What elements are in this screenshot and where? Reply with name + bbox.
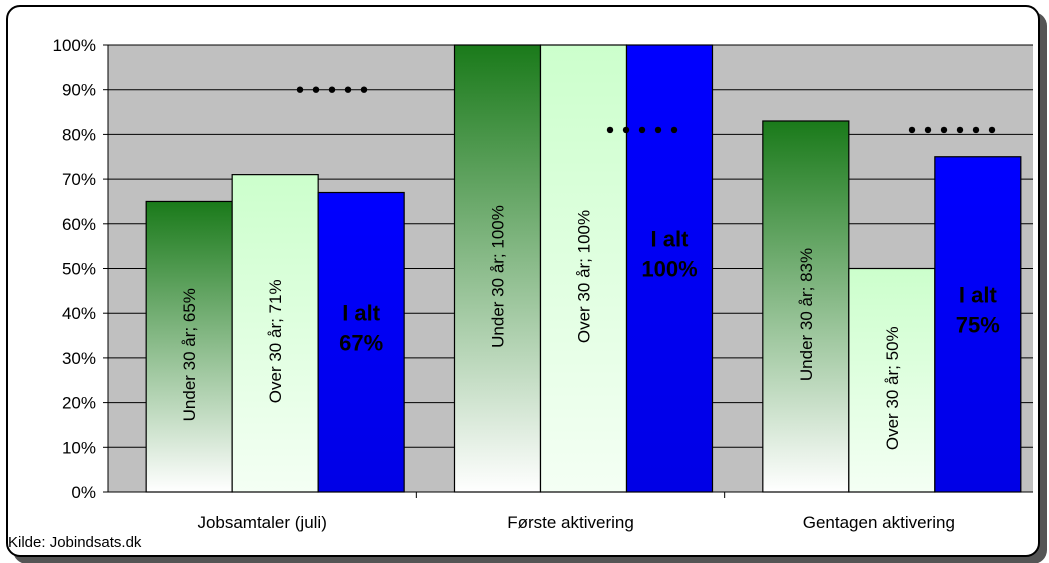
target-marker-dot <box>360 86 368 93</box>
y-tick-label: 60% <box>62 215 96 234</box>
y-tick-label: 30% <box>62 349 96 368</box>
bar <box>453 44 542 493</box>
target-markers <box>296 86 996 134</box>
bar <box>625 44 714 493</box>
axes: 0% 10% 20% 30% 40% 50% 60% 70% 80% 90% 100% Jobsamt… <box>53 36 1033 532</box>
target-marker-dot <box>908 126 916 134</box>
target-marker-dot <box>312 86 320 93</box>
y-tick-label: 40% <box>62 304 96 323</box>
source-note: Kilde: Jobindsats.dk <box>8 534 142 551</box>
y-tick-label: 70% <box>62 170 96 189</box>
target-marker-dot <box>606 126 614 134</box>
y-tick-label: 90% <box>62 81 96 100</box>
bar <box>848 267 936 493</box>
bars <box>145 44 1022 493</box>
target-marker-dot <box>344 86 352 93</box>
data-label: Under 30 år; 100% <box>489 205 508 348</box>
x-category-label: Første aktivering <box>507 513 634 532</box>
data-label: Under 30 år; 83% <box>797 248 816 381</box>
x-category-label: Gentagen aktivering <box>803 513 955 532</box>
data-label: I alt <box>959 282 998 307</box>
data-label: 67% <box>339 330 383 355</box>
data-label: 100% <box>641 257 697 282</box>
data-label: I alt <box>651 227 690 252</box>
target-marker-dot <box>670 126 678 134</box>
target-marker-dot <box>328 86 336 93</box>
data-label: Over 30 år; 71% <box>266 279 285 403</box>
data-labels: Under 30 år; 65% Over 30 år; 71% I alt 67% U… <box>180 205 1000 450</box>
target-marker-dot <box>638 126 646 134</box>
data-label: 75% <box>956 312 1000 337</box>
target-marker-dot <box>924 126 932 134</box>
y-tick-label: 0% <box>71 483 96 502</box>
bar <box>934 156 1022 493</box>
data-label: Under 30 år; 65% <box>180 288 199 421</box>
data-label: Over 30 år; 50% <box>883 326 902 450</box>
y-tick-label: 20% <box>62 394 96 413</box>
x-category-label: Jobsamtaler (juli) <box>197 513 326 532</box>
y-tick-label: 50% <box>62 260 96 279</box>
target-marker-dot <box>940 126 948 134</box>
bar <box>231 174 319 493</box>
data-label: Over 30 år; 100% <box>575 210 594 343</box>
y-tick-label: 100% <box>53 36 96 55</box>
target-marker-dot <box>956 126 964 134</box>
y-tick-label: 80% <box>62 125 96 144</box>
target-marker-dot <box>988 126 996 134</box>
target-marker-dot <box>972 126 980 134</box>
bar <box>145 200 233 493</box>
target-marker-dot <box>296 86 304 93</box>
target-marker-dot <box>622 126 630 134</box>
target-marker-dot <box>654 126 662 134</box>
y-tick-label: 10% <box>62 438 96 457</box>
data-label: I alt <box>342 300 381 325</box>
